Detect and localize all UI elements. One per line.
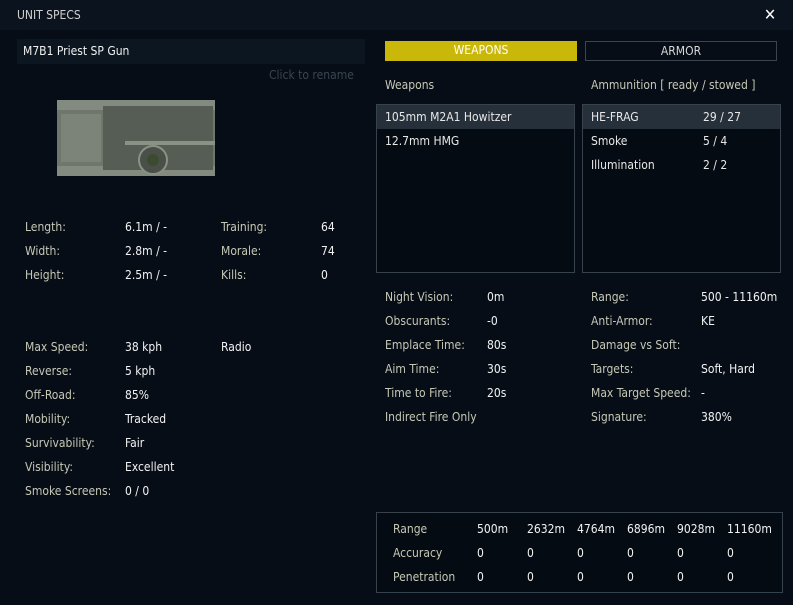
ammo-count: 29 / 27 xyxy=(703,110,741,124)
stat-label: Height: xyxy=(25,268,65,282)
rename-hint: Click to rename xyxy=(269,68,354,82)
unit-name-field[interactable]: M7B1 Priest SP Gun xyxy=(17,39,365,64)
range-cell: 0 xyxy=(527,570,534,584)
stat-label: Aim Time: xyxy=(385,362,440,376)
range-cell: 0 xyxy=(677,570,684,584)
stat-value: 20s xyxy=(487,386,507,400)
range-cell: 500m xyxy=(477,522,509,536)
stat-label: Kills: xyxy=(221,268,247,282)
stat-label: Reverse: xyxy=(25,364,72,378)
stat-label: Off-Road: xyxy=(25,388,76,402)
stat-label: Indirect Fire Only xyxy=(385,410,477,424)
range-cell: 0 xyxy=(577,546,584,560)
stat-value: 2.8m / - xyxy=(125,244,168,258)
stat-value: 85% xyxy=(125,388,149,402)
stat-label: Targets: xyxy=(591,362,634,376)
close-icon[interactable]: ✕ xyxy=(764,5,777,24)
range-row-label: Accuracy xyxy=(393,546,443,560)
range-row-label: Range xyxy=(393,522,428,536)
stat-label: Visibility: xyxy=(25,460,73,474)
stat-value: - xyxy=(701,386,705,400)
stat-label: Training: xyxy=(221,220,268,234)
stat-value: 38 kph xyxy=(125,340,163,354)
stat-value: KE xyxy=(701,314,715,328)
range-row-label: Penetration xyxy=(393,570,456,584)
stat-label: Night Vision: xyxy=(385,290,454,304)
range-cell: 0 xyxy=(477,546,484,560)
stat-value: 30s xyxy=(487,362,507,376)
range-cell: 0 xyxy=(727,546,734,560)
range-cell: 11160m xyxy=(727,522,772,536)
stat-label: Max Speed: xyxy=(25,340,89,354)
stat-value: 64 xyxy=(321,220,335,234)
stat-label: Anti-Armor: xyxy=(591,314,653,328)
stat-label: Width: xyxy=(25,244,60,258)
ammo-name: Smoke xyxy=(591,134,628,148)
stat-label: Morale: xyxy=(221,244,262,258)
stat-value: 0 xyxy=(321,268,328,282)
stat-label: Emplace Time: xyxy=(385,338,465,352)
range-cell: 0 xyxy=(577,570,584,584)
stat-label: Mobility: xyxy=(25,412,71,426)
stat-value: Tracked xyxy=(125,412,167,426)
stat-label: Smoke Screens: xyxy=(25,484,112,498)
stat-value: 0m xyxy=(487,290,505,304)
stat-value: 2.5m / - xyxy=(125,268,168,282)
stat-label: Obscurants: xyxy=(385,314,451,328)
stat-label: Range: xyxy=(591,290,629,304)
stat-value: 74 xyxy=(321,244,335,258)
weapons-list: 105mm M2A1 Howitzer 12.7mm HMG xyxy=(376,104,575,273)
ammo-name: Illumination xyxy=(591,158,655,172)
range-cell: 0 xyxy=(627,570,634,584)
unit-image xyxy=(57,100,215,176)
ammo-name: HE-FRAG xyxy=(591,110,639,124)
stat-label: Signature: xyxy=(591,410,647,424)
range-cell: 2632m xyxy=(527,522,565,536)
stat-value: 0 / 0 xyxy=(125,484,150,498)
weapon-item[interactable]: 12.7mm HMG xyxy=(385,134,460,148)
stat-value: Soft, Hard xyxy=(701,362,755,376)
radio-label: Radio xyxy=(221,340,252,354)
range-cell: 0 xyxy=(727,570,734,584)
title-bar xyxy=(0,0,793,30)
stat-value: 5 kph xyxy=(125,364,156,378)
range-cell: 9028m xyxy=(677,522,715,536)
ammo-list: HE-FRAG 29 / 27 Smoke 5 / 4 Illumination 2 … xyxy=(582,104,781,273)
stat-value: 380% xyxy=(701,410,732,424)
range-cell: 6896m xyxy=(627,522,665,536)
ammo-count: 2 / 2 xyxy=(703,158,728,172)
stat-label: Length: xyxy=(25,220,66,234)
stat-label: Survivability: xyxy=(25,436,95,450)
ammo-item[interactable]: HE-FRAG 29 / 27 xyxy=(583,105,780,129)
range-cell: 0 xyxy=(477,570,484,584)
ammo-count: 5 / 4 xyxy=(703,134,728,148)
stat-value: Fair xyxy=(125,436,145,450)
window-title: UNIT SPECS xyxy=(17,8,81,22)
stat-value: 500 - 11160m xyxy=(701,290,778,304)
weapons-heading: Weapons xyxy=(385,78,435,92)
ammo-item[interactable]: Smoke 5 / 4 xyxy=(583,129,780,153)
stat-value: 80s xyxy=(487,338,507,352)
ammo-heading: Ammunition [ ready / stowed ] xyxy=(591,78,756,92)
tab-weapons[interactable]: WEAPONS xyxy=(385,41,577,61)
ammo-item[interactable]: Illumination 2 / 2 xyxy=(583,153,780,177)
range-cell: 4764m xyxy=(577,522,615,536)
range-cell: 0 xyxy=(527,546,534,560)
stat-value: Excellent xyxy=(125,460,175,474)
stat-label: Time to Fire: xyxy=(385,386,452,400)
stat-label: Max Target Speed: xyxy=(591,386,691,400)
stat-value: -0 xyxy=(487,314,498,328)
weapon-item[interactable]: 105mm M2A1 Howitzer xyxy=(377,105,574,129)
stat-value: 6.1m / - xyxy=(125,220,168,234)
range-table: Range 500m 2632m 4764m 6896m 9028m 11160m Accur… xyxy=(376,512,783,593)
range-cell: 0 xyxy=(627,546,634,560)
range-cell: 0 xyxy=(677,546,684,560)
stat-label: Damage vs Soft: xyxy=(591,338,681,352)
tab-armor[interactable]: ARMOR xyxy=(585,41,777,61)
